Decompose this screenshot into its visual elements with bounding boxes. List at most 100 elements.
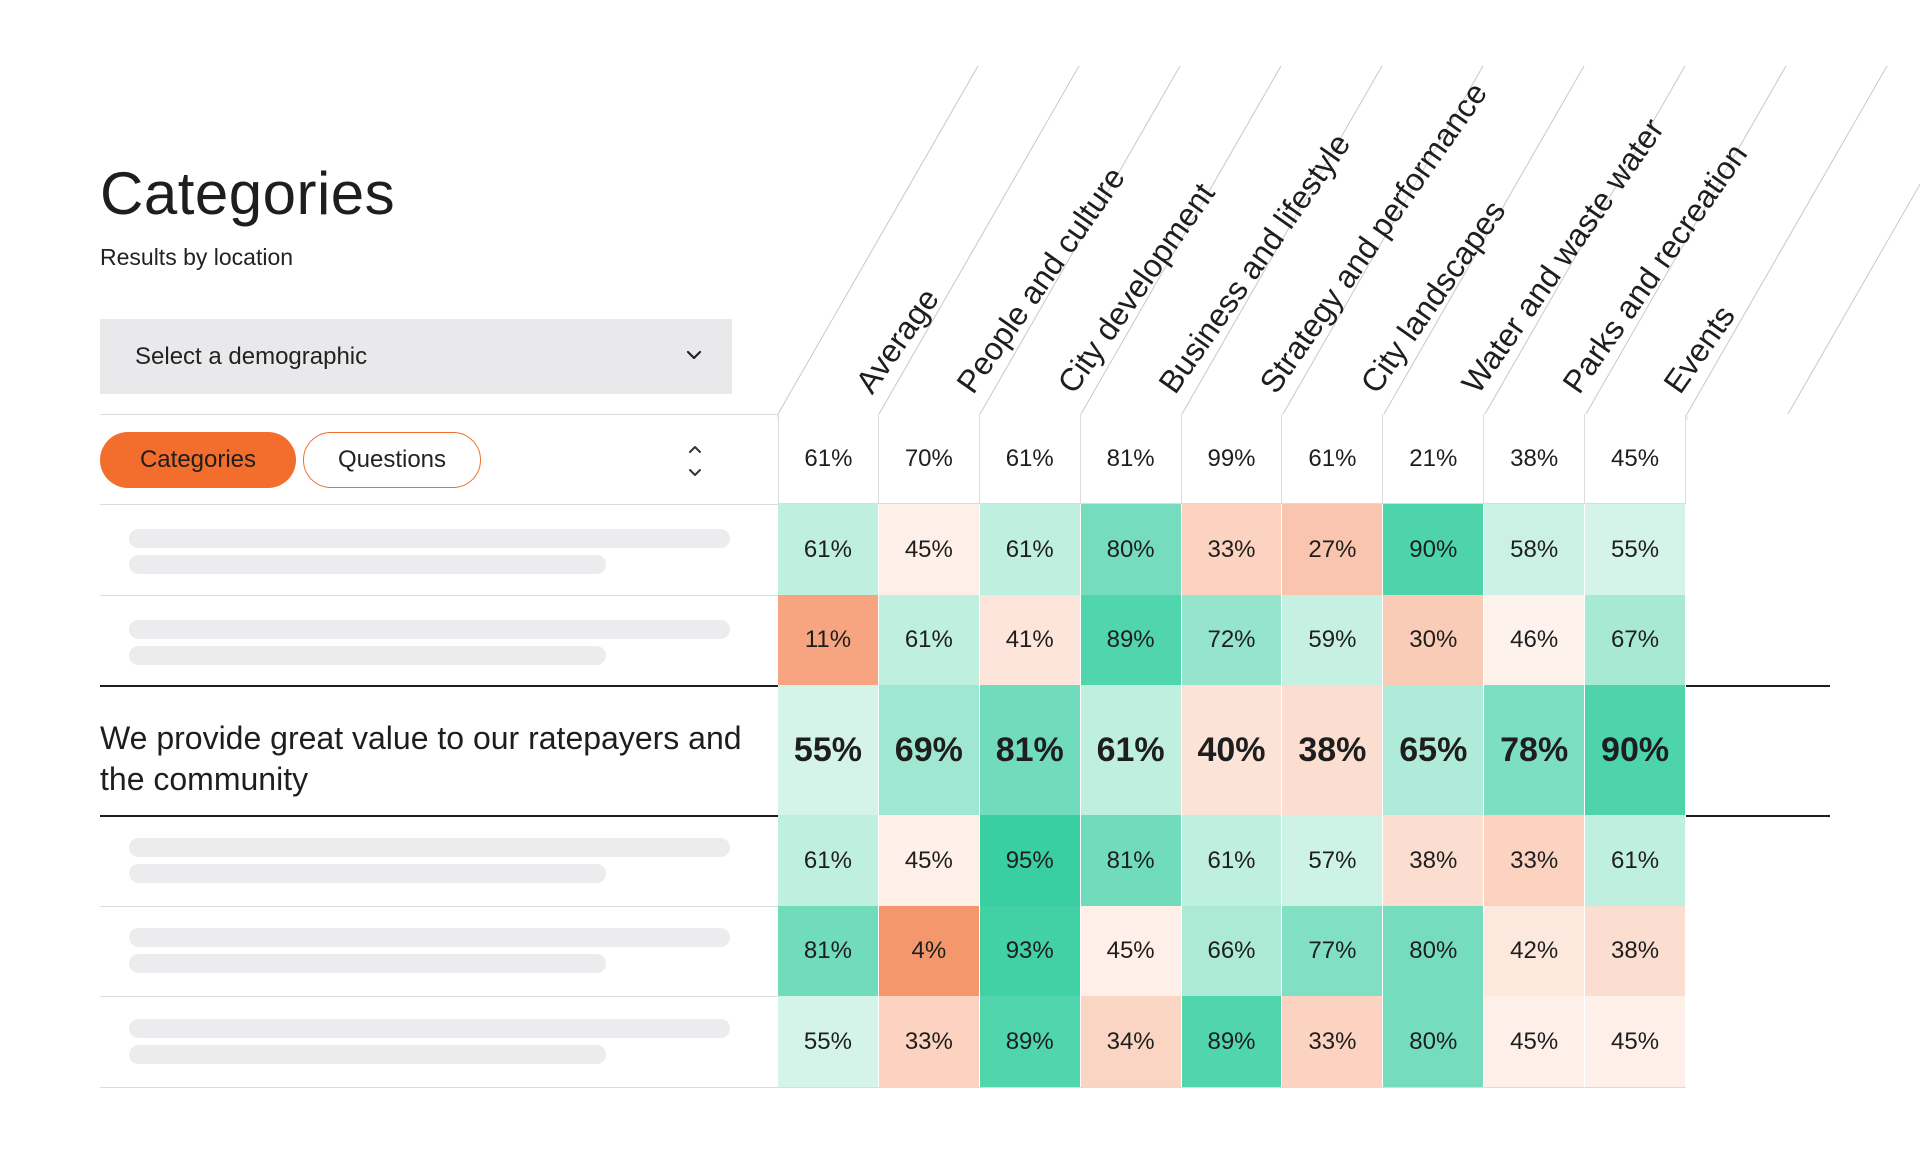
- column-divider-line: [1686, 65, 1888, 415]
- heatmap-cell[interactable]: 61%: [1181, 815, 1283, 906]
- heatmap-cell[interactable]: 42%: [1484, 906, 1586, 996]
- heatmap-cell[interactable]: 93%: [979, 906, 1081, 996]
- heatmap-cell[interactable]: 30%: [1383, 595, 1485, 685]
- heatmap-cell[interactable]: 80%: [1383, 906, 1485, 996]
- table-row: 81% 4% 93% 45% 66% 77% 80% 42% 38%: [778, 906, 1687, 996]
- heatmap-cell[interactable]: 45%: [1484, 996, 1586, 1087]
- row-divider: [100, 504, 778, 505]
- row-divider: [100, 906, 778, 907]
- table-row: 55% 33% 89% 34% 89% 33% 80% 45% 45%: [778, 996, 1687, 1087]
- heatmap-cell[interactable]: 81%: [979, 685, 1081, 815]
- heatmap-cell[interactable]: 45%: [878, 504, 980, 595]
- heatmap-cell[interactable]: 33%: [1181, 504, 1283, 595]
- heatmap-cell[interactable]: 46%: [1484, 595, 1586, 685]
- heatmap-cell[interactable]: 45%: [878, 815, 980, 906]
- heatmap-cell[interactable]: 78%: [1484, 685, 1586, 815]
- heatmap-cell[interactable]: 89%: [979, 996, 1081, 1087]
- column-divider-line: [1282, 65, 1484, 415]
- heatmap-cell[interactable]: 61%: [778, 504, 879, 595]
- column-divider-line: [1181, 65, 1383, 415]
- table-row: 61% 45% 61% 80% 33% 27% 90% 58% 55%: [778, 504, 1687, 595]
- row-label-placeholder: [129, 838, 730, 857]
- heatmap-cell[interactable]: 89%: [1080, 595, 1182, 685]
- demographic-select[interactable]: Select a demographic: [100, 319, 732, 394]
- heatmap-cell[interactable]: 11%: [778, 595, 879, 685]
- heatmap-cell[interactable]: 33%: [1484, 815, 1586, 906]
- heatmap-cell[interactable]: 67%: [1585, 595, 1687, 685]
- heatmap-cell[interactable]: 59%: [1282, 595, 1384, 685]
- column-divider-line: [979, 65, 1181, 415]
- heatmap-cell[interactable]: 61%: [979, 504, 1081, 595]
- chevron-down-icon: [686, 350, 702, 360]
- categories-tab[interactable]: Categories: [100, 432, 296, 488]
- column-divider-line: [1585, 65, 1787, 415]
- demographic-select-label: Select a demographic: [135, 342, 368, 370]
- heatmap-cell[interactable]: 45%: [1585, 996, 1687, 1087]
- column-divider-line: [1383, 65, 1585, 415]
- heatmap-cell[interactable]: 61%: [979, 414, 1081, 504]
- heatmap-cell[interactable]: 38%: [1484, 414, 1586, 504]
- sort-up-down-icon[interactable]: [684, 440, 706, 482]
- heatmap-cell[interactable]: 81%: [778, 906, 879, 996]
- row-label-placeholder: [129, 529, 730, 548]
- heatmap-cell[interactable]: 40%: [1181, 685, 1283, 815]
- heatmap-cell[interactable]: 81%: [1080, 414, 1182, 504]
- heatmap-cell[interactable]: 61%: [1585, 815, 1687, 906]
- heatmap-cell[interactable]: 80%: [1080, 504, 1182, 595]
- heatmap-cell[interactable]: 27%: [1282, 504, 1384, 595]
- heatmap-cell[interactable]: 90%: [1585, 685, 1687, 815]
- heatmap-cell[interactable]: 33%: [1282, 996, 1384, 1087]
- row-label-placeholder: [129, 1019, 730, 1038]
- row-divider: [100, 1087, 1686, 1088]
- row-label-placeholder: [129, 646, 606, 665]
- heatmap-cell[interactable]: 34%: [1080, 996, 1182, 1087]
- table-row: 61% 45% 95% 81% 61% 57% 38% 33% 61%: [778, 815, 1687, 906]
- heatmap-cell[interactable]: 55%: [1585, 504, 1687, 595]
- row-label-placeholder: [129, 555, 606, 574]
- heatmap-cell[interactable]: 4%: [878, 906, 980, 996]
- column-divider-line: [777, 65, 979, 415]
- heatmap-cell[interactable]: 99%: [1181, 414, 1283, 504]
- row-label-placeholder: [129, 864, 606, 883]
- heatmap-cell[interactable]: 55%: [778, 996, 879, 1087]
- heatmap-cell[interactable]: 38%: [1383, 815, 1485, 906]
- column-header-dividers: [777, 65, 1920, 420]
- questions-tab[interactable]: Questions: [303, 432, 481, 488]
- column-divider-line: [1080, 65, 1282, 415]
- row-label-placeholder: [129, 620, 730, 639]
- heatmap-cell[interactable]: 38%: [1282, 685, 1384, 815]
- heatmap-cell[interactable]: 66%: [1181, 906, 1283, 996]
- row-label-placeholder: [129, 928, 730, 947]
- row-divider: [100, 996, 778, 997]
- heatmap-cell[interactable]: 61%: [778, 414, 879, 504]
- heatmap-cell[interactable]: 61%: [1080, 685, 1182, 815]
- heatmap-cell[interactable]: 72%: [1181, 595, 1283, 685]
- heatmap-cell[interactable]: 80%: [1383, 996, 1485, 1087]
- heatmap-cell[interactable]: 77%: [1282, 906, 1384, 996]
- heatmap-cell[interactable]: 41%: [979, 595, 1081, 685]
- heatmap-cell[interactable]: 58%: [1484, 504, 1586, 595]
- page-subtitle: Results by location: [100, 244, 294, 270]
- heatmap-cell[interactable]: 65%: [1383, 685, 1485, 815]
- heatmap-cell[interactable]: 61%: [1282, 414, 1384, 504]
- heatmap-cell[interactable]: 57%: [1282, 815, 1384, 906]
- row-label-placeholder: [129, 1045, 606, 1064]
- heatmap-cell[interactable]: 69%: [878, 685, 980, 815]
- heatmap-cell[interactable]: 81%: [1080, 815, 1182, 906]
- heatmap-cell[interactable]: 45%: [1080, 906, 1182, 996]
- heatmap-cell[interactable]: 38%: [1585, 906, 1687, 996]
- highlighted-question-label[interactable]: We provide great value to our ratepayers…: [100, 720, 742, 797]
- heatmap-cell[interactable]: 55%: [778, 685, 879, 815]
- heatmap-cell[interactable]: 33%: [878, 996, 980, 1087]
- heatmap-cell[interactable]: 95%: [979, 815, 1081, 906]
- table-row: 55% 69% 81% 61% 40% 38% 65% 78% 90%: [778, 685, 1687, 815]
- heatmap-cell[interactable]: 61%: [878, 595, 980, 685]
- heatmap-cell[interactable]: 21%: [1383, 414, 1485, 504]
- heatmap-cell[interactable]: 90%: [1383, 504, 1485, 595]
- heatmap-cell[interactable]: 45%: [1585, 414, 1687, 504]
- heatmap-cell[interactable]: 89%: [1181, 996, 1283, 1087]
- page-title: Categories: [100, 160, 396, 227]
- heatmap-cell[interactable]: 70%: [878, 414, 980, 504]
- heatmap-cell[interactable]: 61%: [778, 815, 879, 906]
- row-divider: [100, 595, 778, 596]
